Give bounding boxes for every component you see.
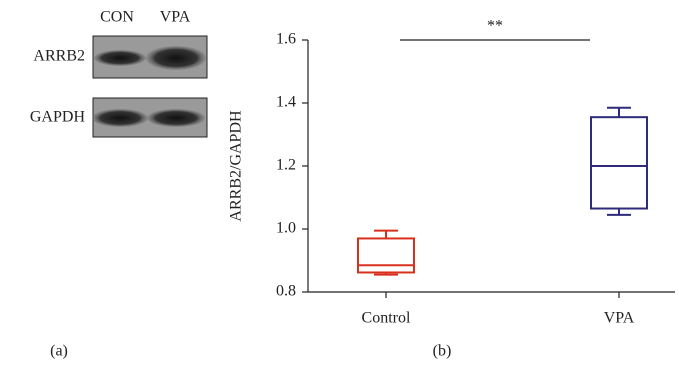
panel-label: (a) <box>50 343 68 360</box>
panel-label: (b) <box>433 343 452 360</box>
y-tick-label: 1.2 <box>276 157 296 174</box>
blot-panel: CON VPA ARRB2 GAPDH (a) <box>30 9 207 360</box>
lane-label: CON <box>100 9 134 26</box>
band <box>94 50 146 66</box>
row-label: ARRB2 <box>33 48 85 65</box>
x-tick-label: VPA <box>604 310 635 327</box>
y-tick-label: 0.8 <box>276 283 296 300</box>
box <box>358 238 414 272</box>
band <box>147 109 205 127</box>
y-tick-label: 1.6 <box>276 31 296 48</box>
figure: CON VPA ARRB2 GAPDH (a) (b) ARRB2/GAPDH … <box>0 0 679 368</box>
box <box>591 117 647 208</box>
x-tick-label: Control <box>362 310 411 327</box>
significance-label: ** <box>487 18 503 35</box>
band <box>146 46 206 70</box>
y-tick-label: 1.4 <box>276 94 296 111</box>
row-label: GAPDH <box>30 109 86 126</box>
lane-label: VPA <box>160 9 191 26</box>
y-tick-label: 1.0 <box>276 220 296 237</box>
band <box>92 109 148 127</box>
y-axis-title: ARRB2/GAPDH <box>228 110 245 222</box>
